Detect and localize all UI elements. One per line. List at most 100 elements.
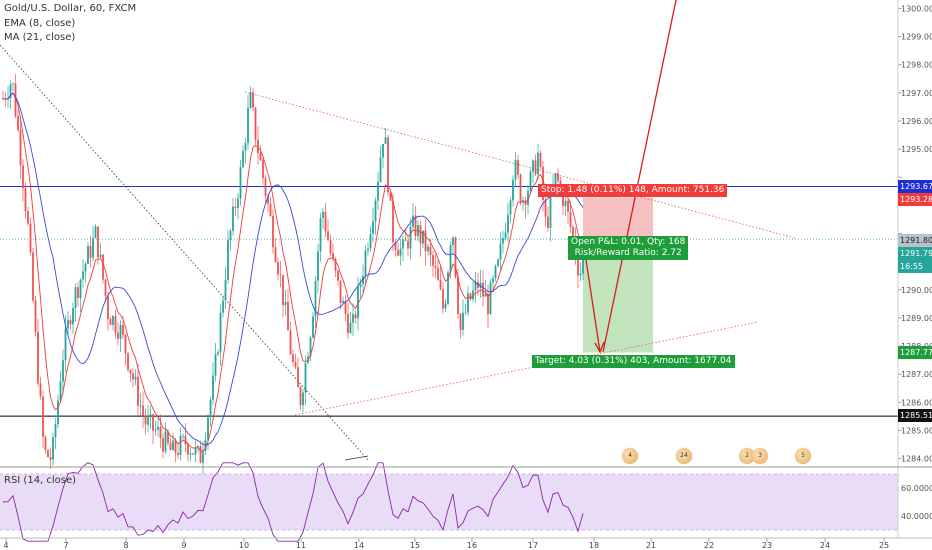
candle-body	[164, 431, 167, 452]
candle-body	[172, 440, 174, 451]
candle-body	[267, 196, 269, 204]
candle-body	[229, 230, 232, 241]
candle-body	[387, 137, 389, 193]
rsi-legend[interactable]: RSI (14, close)	[4, 475, 77, 486]
y-tick-label: 1287.00	[901, 370, 932, 379]
candle-body	[272, 215, 274, 248]
y-tick-label: 1298.00	[901, 61, 932, 70]
x-tick-label: 11	[296, 541, 306, 550]
risk-reward-label: Risk/Reward Ratio: 2.72	[574, 248, 682, 258]
calendar-event-icon[interactable]: 2	[739, 448, 755, 464]
candle-body	[424, 230, 427, 252]
trendlines	[0, 44, 796, 461]
candle-body	[179, 435, 182, 455]
candle-body	[187, 444, 189, 455]
candle-body	[394, 242, 397, 251]
candle-body	[334, 258, 337, 271]
candle-body	[194, 447, 197, 455]
last-price-tag: 1291.80	[898, 234, 932, 247]
open-pnl-box[interactable]: Open P&L: 0.01, Qty: 168 Risk/Reward Rat…	[568, 236, 689, 260]
candle-body	[384, 137, 387, 144]
candle-body	[42, 396, 44, 437]
candle-body	[542, 166, 544, 201]
candle-body	[569, 211, 572, 228]
candle-body	[174, 440, 177, 453]
candle-body	[399, 248, 402, 256]
candle-body	[149, 414, 152, 418]
candle-body	[37, 331, 39, 384]
candle-body	[407, 240, 409, 249]
candle-body	[389, 192, 392, 201]
candle-body	[34, 300, 37, 332]
candle-body	[564, 200, 567, 207]
candle-body	[87, 245, 89, 264]
candlesticks	[2, 74, 584, 475]
candle-body	[357, 286, 359, 319]
candle-body	[97, 226, 99, 258]
current-price-tag: 1291.79	[898, 247, 932, 260]
stop-label[interactable]: Stop: 1.48 (0.11%) 148, Amount: 751.36	[538, 184, 728, 197]
calendar-event-icon[interactable]: 24	[676, 448, 692, 464]
candle-body	[439, 280, 442, 289]
candle-body	[202, 451, 204, 463]
candle-body	[462, 312, 464, 330]
candle-body	[472, 290, 474, 300]
x-tick-label: 8	[123, 541, 128, 550]
candle-body	[264, 178, 267, 197]
candle-body	[304, 362, 307, 393]
x-tick-label: 16	[467, 541, 477, 550]
candle-body	[14, 83, 17, 117]
candle-body	[54, 424, 57, 438]
candle-body	[419, 225, 422, 244]
candle-body	[9, 84, 12, 99]
candle-body	[159, 426, 162, 439]
horizontal-lines	[0, 186, 898, 417]
candle-body	[12, 83, 14, 85]
calendar-event-icon[interactable]: 3	[752, 448, 768, 464]
candle-body	[119, 324, 122, 339]
calendar-event-icon[interactable]: 5	[795, 448, 811, 464]
candle-body	[52, 437, 54, 460]
ema-legend[interactable]: EMA (8, close)	[4, 18, 76, 29]
candle-body	[302, 392, 304, 406]
candle-body	[382, 143, 384, 158]
candle-body	[447, 272, 449, 304]
candle-body	[522, 200, 524, 203]
candle-body	[109, 319, 112, 325]
candle-body	[529, 171, 532, 191]
candle-body	[392, 200, 394, 243]
candle-body	[107, 296, 109, 320]
candle-body	[64, 328, 67, 361]
candle-body	[197, 446, 199, 448]
candle-body	[19, 129, 22, 166]
ma-path	[2, 92, 584, 446]
candle-body	[562, 188, 564, 207]
calendar-event-icon[interactable]: 4	[622, 448, 638, 464]
candle-body	[287, 301, 289, 331]
x-tick-label: 17	[528, 541, 538, 550]
candle-body	[329, 240, 332, 254]
y-tick-label: 1285.00	[901, 426, 932, 435]
target-label[interactable]: Target: 4.03 (0.31%) 403, Amount: 1677.0…	[532, 355, 735, 368]
candle-body	[504, 232, 507, 239]
candle-body	[397, 250, 399, 256]
candle-body	[289, 330, 292, 355]
candle-body	[199, 446, 202, 463]
ma-legend[interactable]: MA (21, close)	[4, 32, 76, 43]
candle-body	[279, 274, 282, 276]
candle-body	[27, 211, 29, 224]
candle-body	[337, 270, 339, 281]
candle-body	[29, 223, 32, 253]
candle-body	[497, 259, 499, 266]
candle-body	[297, 367, 299, 388]
candle-body	[364, 250, 367, 276]
downtrend-end	[344, 455, 369, 461]
x-tick-label: 25	[879, 541, 889, 550]
candle-body	[292, 354, 294, 363]
candle-body	[92, 237, 94, 258]
candle-body	[369, 233, 372, 249]
candle-body	[239, 167, 242, 199]
candle-body	[514, 159, 517, 180]
candle-body	[402, 239, 404, 249]
